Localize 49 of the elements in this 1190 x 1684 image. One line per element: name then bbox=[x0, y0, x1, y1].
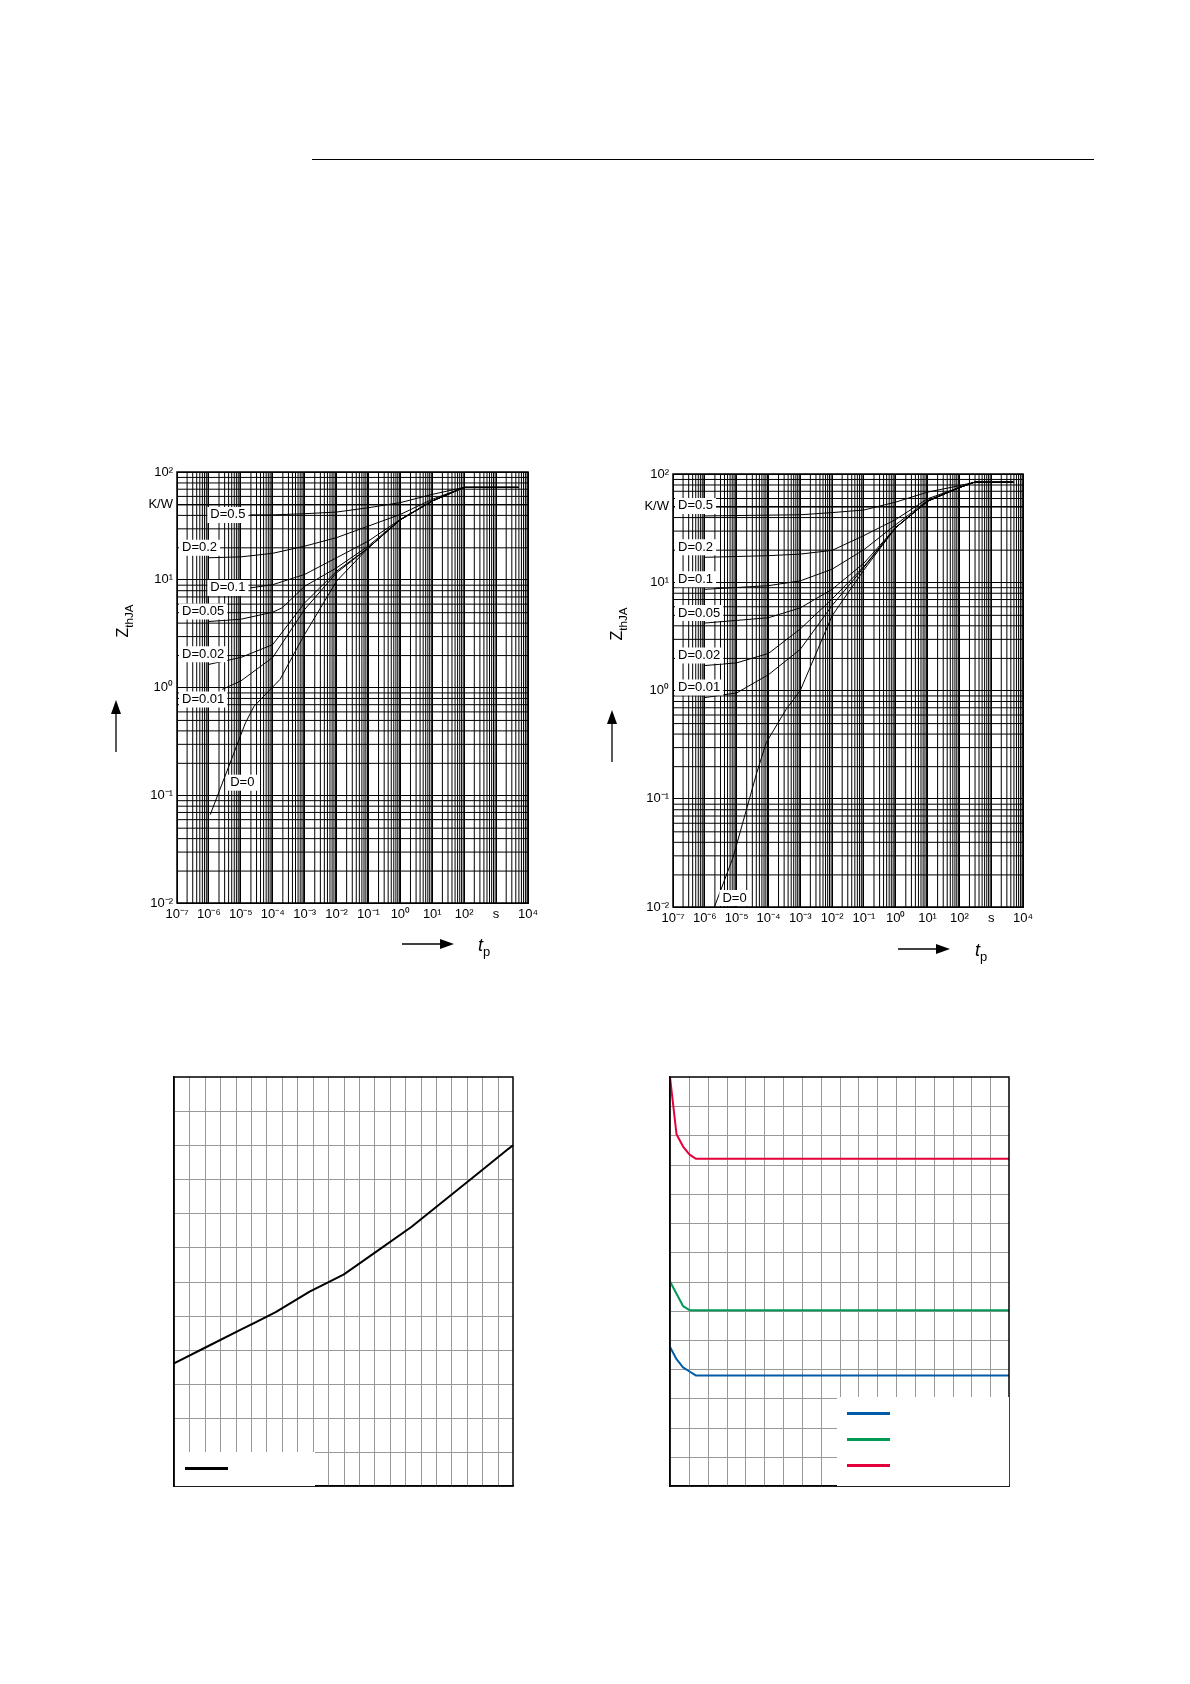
x-tick-label: 10⁻⁴ bbox=[756, 910, 781, 926]
x-tick-label: 10⁻³ bbox=[788, 910, 813, 926]
series-label: D=0.01 bbox=[678, 679, 721, 695]
y-tick-label: 10¹ bbox=[650, 573, 670, 589]
x-tick-label: s bbox=[987, 910, 995, 926]
x-tick-label: 10⁰ bbox=[390, 906, 411, 922]
x-tick-label: 10⁻¹ bbox=[852, 910, 876, 926]
x-tick-label: 10² bbox=[454, 906, 475, 922]
x-tick-label: 10⁻¹ bbox=[357, 906, 381, 922]
y-tick-label: 10⁰ bbox=[649, 682, 669, 698]
x-tick-label: 10⁻⁵ bbox=[228, 906, 253, 922]
x-tick-label: 10⁴ bbox=[517, 906, 539, 922]
series-label: D=0.01 bbox=[182, 690, 225, 706]
x-tick-label: 10⁻³ bbox=[293, 906, 317, 922]
series-label: D=0.02 bbox=[678, 647, 721, 663]
y-tick-label: K/W bbox=[148, 496, 174, 512]
x-axis-title: t$_{p}$ bbox=[975, 940, 988, 964]
series-label: D=0.2 bbox=[678, 538, 714, 554]
series-label: D=0.02 bbox=[182, 645, 225, 661]
y-tick-label: 10⁻¹ bbox=[646, 790, 670, 806]
series-label: D=0 bbox=[722, 889, 747, 905]
x-tick-label: 10¹ bbox=[918, 910, 938, 926]
x-tick-label: 10⁻² bbox=[325, 906, 349, 922]
x-tick-label: 10⁻⁴ bbox=[260, 906, 285, 922]
series-label: D=0.1 bbox=[678, 570, 714, 586]
x-tick-label: 10⁻² bbox=[820, 910, 845, 926]
series-label: D=0.05 bbox=[678, 604, 721, 620]
x-tick-label: 10⁻⁷ bbox=[661, 910, 685, 926]
series-label: D=0.5 bbox=[210, 506, 246, 522]
x-tick-label: 10⁰ bbox=[885, 910, 906, 926]
y-tick-label: 10² bbox=[650, 465, 670, 481]
x-tick-label: 10¹ bbox=[422, 906, 443, 922]
series-label: D=0.1 bbox=[210, 579, 246, 595]
x-tick-label: 10⁻⁵ bbox=[724, 910, 749, 926]
series-label: D=0 bbox=[230, 774, 255, 790]
series-label: D=0.5 bbox=[678, 497, 714, 513]
y-tick-label: 10² bbox=[154, 463, 174, 479]
x-tick-label: 10² bbox=[949, 910, 970, 926]
x-tick-label: 10⁴ bbox=[1012, 910, 1034, 926]
y-tick-label: 10¹ bbox=[154, 571, 174, 587]
series-label: D=0.05 bbox=[182, 603, 225, 619]
y-tick-label: 10⁻¹ bbox=[150, 786, 174, 802]
y-tick-label: 10⁰ bbox=[153, 679, 173, 695]
x-axis-title: t$_{p}$ bbox=[478, 935, 491, 959]
x-tick-label: 10⁻⁶ bbox=[197, 906, 221, 922]
x-tick-label: 10⁻⁶ bbox=[692, 910, 717, 926]
series-label: D=0.2 bbox=[182, 539, 218, 555]
x-tick-label: s bbox=[492, 906, 500, 922]
y-tick-label: K/W bbox=[644, 498, 670, 514]
